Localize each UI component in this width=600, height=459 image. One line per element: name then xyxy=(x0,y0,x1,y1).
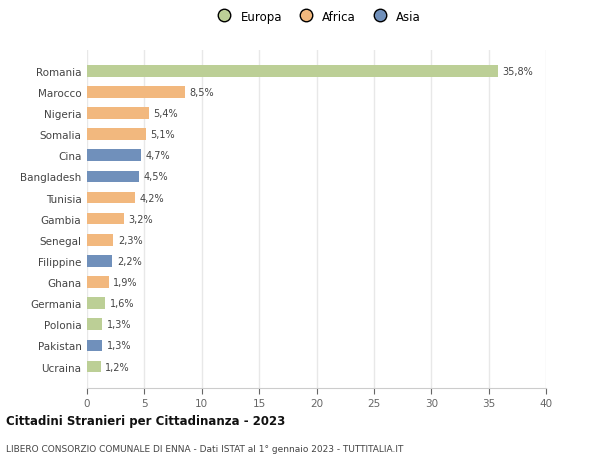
Text: 35,8%: 35,8% xyxy=(502,67,533,77)
Text: LIBERO CONSORZIO COMUNALE DI ENNA - Dati ISTAT al 1° gennaio 2023 - TUTTITALIA.I: LIBERO CONSORZIO COMUNALE DI ENNA - Dati… xyxy=(6,444,403,453)
Text: 4,7%: 4,7% xyxy=(146,151,170,161)
Text: 4,5%: 4,5% xyxy=(143,172,168,182)
Bar xyxy=(87,171,139,183)
Bar xyxy=(87,66,498,78)
Legend: Europa, Africa, Asia: Europa, Africa, Asia xyxy=(208,6,425,28)
Text: 5,4%: 5,4% xyxy=(154,109,178,119)
Text: Cittadini Stranieri per Cittadinanza - 2023: Cittadini Stranieri per Cittadinanza - 2… xyxy=(6,414,285,428)
Text: 1,9%: 1,9% xyxy=(113,277,138,287)
Text: 1,3%: 1,3% xyxy=(107,341,131,351)
Bar xyxy=(87,235,113,246)
Bar xyxy=(87,340,102,352)
Bar xyxy=(87,150,141,162)
Bar xyxy=(87,277,109,288)
Text: 2,2%: 2,2% xyxy=(117,256,142,266)
Text: 1,2%: 1,2% xyxy=(106,362,130,372)
Text: 8,5%: 8,5% xyxy=(189,88,214,98)
Text: 2,3%: 2,3% xyxy=(118,235,143,245)
Text: 5,1%: 5,1% xyxy=(150,130,175,140)
Bar xyxy=(87,108,149,120)
Bar xyxy=(87,298,106,309)
Bar xyxy=(87,256,112,267)
Text: 1,6%: 1,6% xyxy=(110,298,134,308)
Bar xyxy=(87,213,124,225)
Text: 3,2%: 3,2% xyxy=(128,214,153,224)
Bar xyxy=(87,319,102,330)
Bar xyxy=(87,129,146,140)
Text: 1,3%: 1,3% xyxy=(107,319,131,330)
Text: 4,2%: 4,2% xyxy=(140,193,164,203)
Bar xyxy=(87,361,101,373)
Bar xyxy=(87,192,135,204)
Bar xyxy=(87,87,185,99)
